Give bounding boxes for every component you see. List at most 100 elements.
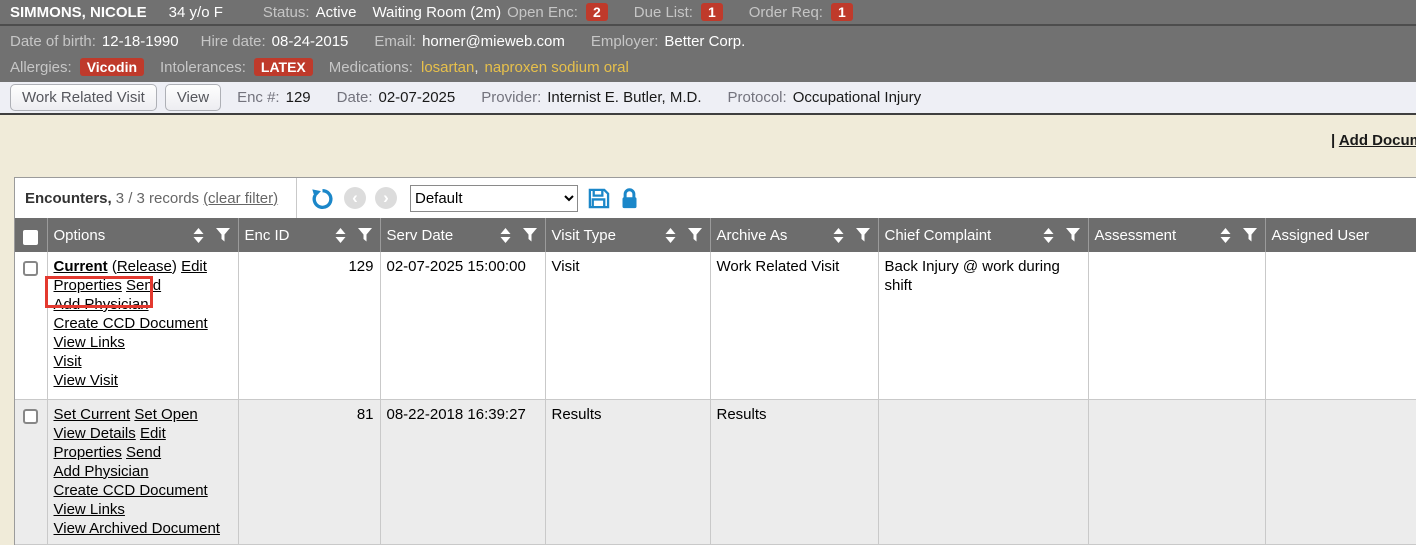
hire-date-label: Hire date:: [200, 32, 266, 50]
row-checkbox[interactable]: [23, 408, 39, 424]
panel-controls: ‹ › Default: [297, 184, 640, 212]
filter-icon[interactable]: [215, 228, 230, 242]
sort-icon[interactable]: [1220, 227, 1231, 243]
filter-icon[interactable]: [1242, 228, 1257, 242]
column-header-serv-date[interactable]: Serv Date: [386, 226, 454, 244]
filter-icon[interactable]: [522, 228, 537, 242]
next-page-icon[interactable]: ›: [375, 187, 397, 209]
sort-icon[interactable]: [833, 227, 844, 243]
assigned-user-cell: [1265, 252, 1416, 400]
send-link[interactable]: Send: [126, 277, 162, 294]
assessment-cell: [1088, 399, 1266, 545]
column-header-options[interactable]: Options: [53, 226, 106, 244]
encounters-title-group: Encounters, 3 / 3 records (clear filter): [15, 178, 297, 218]
previous-page-icon[interactable]: ‹: [344, 187, 366, 209]
filter-icon[interactable]: [357, 228, 372, 242]
edit-link[interactable]: Edit: [139, 424, 166, 442]
column-header-chief-complaint[interactable]: Chief Complaint: [884, 226, 992, 244]
set-current-link[interactable]: Set Current: [53, 405, 131, 423]
order-req-count-badge[interactable]: 1: [830, 3, 853, 21]
status-label: Status:: [262, 3, 310, 21]
due-list-label: Due List:: [633, 3, 693, 21]
column-header-visit-type[interactable]: Visit Type: [551, 226, 616, 244]
assessment-cell: [1088, 252, 1266, 400]
row-checkbox[interactable]: [23, 261, 39, 276]
waiting-room-link[interactable]: Waiting Room (2m): [372, 3, 502, 21]
paren-close: ): [171, 258, 177, 275]
view-links-link[interactable]: View Links: [53, 334, 125, 351]
select-all-checkbox[interactable]: [23, 230, 39, 245]
add-document-link[interactable]: Add Document: [1338, 132, 1416, 149]
assigned-user-cell: [1265, 399, 1416, 545]
filter-icon[interactable]: [687, 228, 702, 242]
sort-icon[interactable]: [335, 227, 346, 243]
lock-icon[interactable]: [619, 187, 640, 210]
archive-as-cell: Work Related Visit: [710, 252, 879, 400]
filter-icon[interactable]: [1065, 228, 1080, 242]
sort-icon[interactable]: [1043, 227, 1054, 243]
open-enc-count-badge[interactable]: 2: [585, 3, 608, 21]
employer-label: Employer:: [590, 32, 659, 50]
view-archived-document-link[interactable]: View Archived Document: [53, 519, 220, 537]
view-details-link[interactable]: View Details: [53, 424, 136, 442]
view-links-link[interactable]: View Links: [53, 500, 125, 518]
properties-link[interactable]: Properties: [53, 277, 122, 294]
records-summary: 3 / 3 records: [115, 189, 200, 207]
due-list-count-badge[interactable]: 1: [700, 3, 723, 21]
sort-icon[interactable]: [500, 227, 511, 243]
archive-as-cell: Results: [710, 399, 879, 545]
column-header-archive-as[interactable]: Archive As: [716, 226, 788, 244]
options-cell: Current (Release) Edit Properties Send A…: [44, 252, 239, 400]
create-ccd-document-link[interactable]: Create CCD Document: [53, 315, 208, 332]
properties-link[interactable]: Properties: [53, 443, 122, 461]
view-button[interactable]: View: [164, 84, 222, 111]
intolerance-badge[interactable]: LATEX: [253, 58, 313, 76]
intolerances-label: Intolerances:: [160, 58, 246, 76]
add-physician-link[interactable]: Add Physician: [53, 462, 149, 480]
email-label: Email:: [374, 32, 417, 50]
bar-divider: [0, 24, 1416, 26]
provider-label: Provider:: [481, 89, 542, 106]
current-link[interactable]: Current: [53, 258, 108, 275]
save-view-icon[interactable]: [587, 187, 610, 210]
email-value: horner@mieweb.com: [422, 32, 565, 50]
options-cell: Set Current Set Open View Details Edit P…: [47, 399, 239, 545]
status-value: Active: [315, 3, 357, 21]
send-link[interactable]: Send: [126, 443, 162, 461]
create-ccd-document-link[interactable]: Create CCD Document: [53, 481, 208, 499]
protocol-value: Occupational Injury: [792, 89, 922, 106]
visit-type-cell: Results: [545, 399, 711, 545]
visit-type-cell: Visit: [545, 252, 711, 400]
add-physician-link[interactable]: Add Physician: [53, 296, 149, 313]
allergy-badge[interactable]: Vicodin: [79, 58, 145, 76]
view-visit-link[interactable]: View Visit: [53, 372, 118, 389]
refresh-icon[interactable]: [310, 186, 335, 211]
enc-id-cell: 81: [238, 399, 381, 545]
patient-demographics-bar: Date of birth: 12-18-1990 Hire date: 08-…: [0, 26, 1416, 82]
filter-icon[interactable]: [855, 228, 870, 242]
work-related-visit-button[interactable]: Work Related Visit: [10, 84, 157, 111]
column-header-assessment[interactable]: Assessment: [1094, 226, 1177, 244]
enc-number-value: 129: [285, 89, 311, 106]
medication-1[interactable]: losartan: [420, 58, 475, 76]
table-row: Current (Release) Edit Properties Send A…: [15, 252, 1416, 400]
patient-age-sex: 34 y/o F: [168, 3, 223, 21]
visit-link[interactable]: Visit: [53, 353, 82, 370]
edit-link[interactable]: Edit: [181, 258, 207, 275]
sort-icon[interactable]: [665, 227, 676, 243]
enc-date-value: 02-07-2025: [378, 89, 456, 106]
column-header-assigned-user[interactable]: Assigned User: [1271, 226, 1370, 244]
patient-name: SIMMONS, NICOLE: [10, 3, 147, 21]
clear-filter-link[interactable]: (clear filter): [203, 189, 279, 207]
medication-2[interactable]: naproxen sodium oral: [484, 58, 629, 76]
view-select[interactable]: Default: [410, 184, 578, 212]
column-header-enc-id[interactable]: Enc ID: [244, 226, 290, 244]
set-open-link[interactable]: Set Open: [134, 405, 198, 423]
protocol-label: Protocol:: [727, 89, 787, 106]
release-link[interactable]: Release: [116, 258, 172, 275]
chief-complaint-cell: [878, 399, 1089, 545]
paren-open: (: [111, 258, 117, 275]
serv-date-cell: 02-07-2025 15:00:00: [380, 252, 546, 400]
sort-icon[interactable]: [193, 227, 204, 243]
provider-value: Internist E. Butler, M.D.: [547, 89, 702, 106]
